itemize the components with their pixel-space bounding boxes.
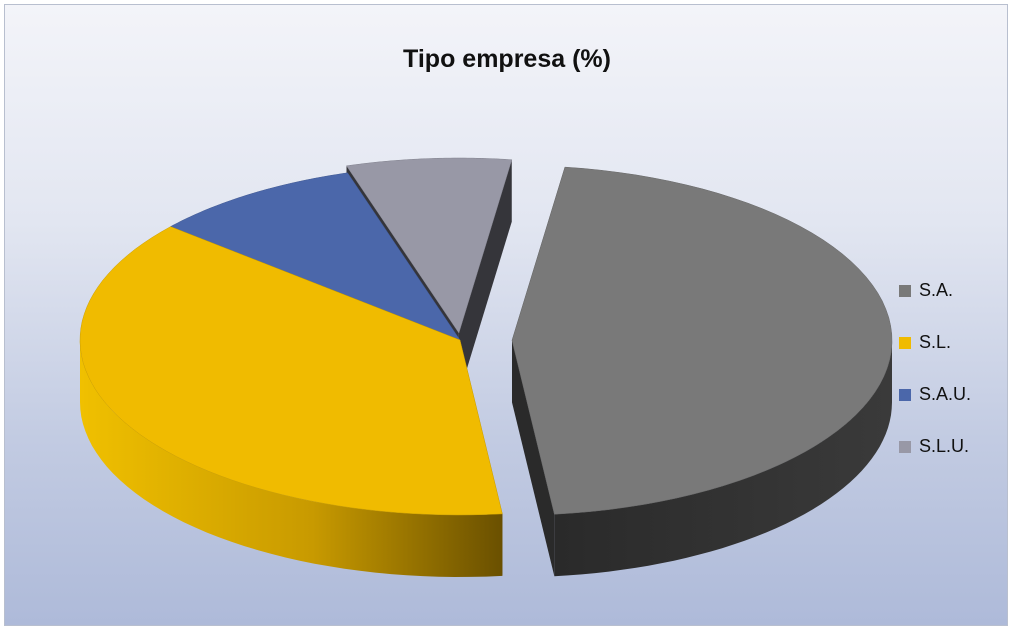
legend-item: S.L.	[899, 329, 1003, 356]
legend-item: S.L.U.	[899, 433, 1003, 460]
legend-item: S.A.	[899, 277, 1003, 304]
legend-label: S.A.U.	[919, 384, 972, 404]
legend-label: S.L.	[919, 332, 952, 352]
legend-swatch	[899, 388, 911, 401]
legend-item: S.A.U.	[899, 381, 1003, 408]
pie-slice-sl	[79, 226, 503, 577]
legend-swatch	[899, 440, 911, 453]
legend-label: S.A.	[919, 280, 954, 300]
legend-swatch	[899, 336, 911, 349]
chart-title: Tipo empresa (%)	[403, 45, 611, 73]
legend-swatch	[899, 284, 911, 297]
legend: S.A. S.L. S.A.U. S.L.U.	[899, 277, 1003, 485]
pie-chart	[79, 157, 893, 577]
chart-area: Tipo empresa (%) S.A. S.L. S.A.U. S.L.U.	[4, 4, 1008, 626]
legend-label: S.L.U.	[919, 436, 970, 456]
pie-slice-sa	[511, 166, 893, 577]
